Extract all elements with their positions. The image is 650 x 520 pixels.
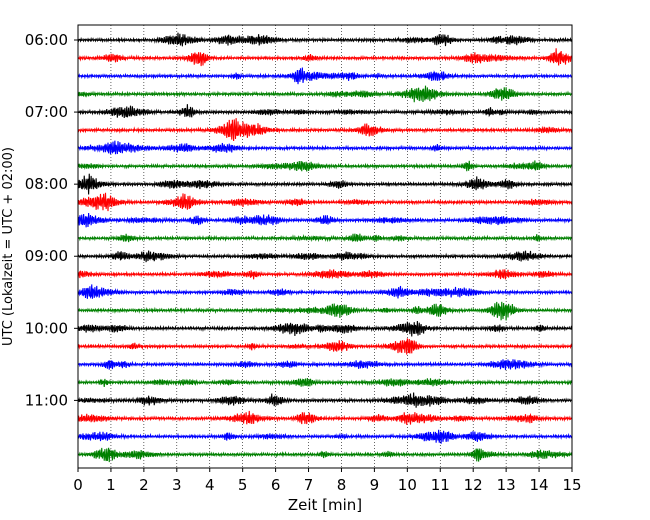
x-tick-label: 10	[398, 476, 417, 494]
trace-line	[77, 359, 573, 370]
trace-line	[77, 429, 573, 444]
x-tick-label: 14	[530, 476, 549, 494]
trace-line	[77, 410, 573, 425]
trace-line	[77, 32, 573, 47]
x-tick-label: 6	[271, 476, 281, 494]
x-tick-label: 11	[431, 476, 450, 494]
x-tick-label: 7	[304, 476, 314, 494]
trace-line	[77, 160, 573, 172]
trace-line	[77, 301, 572, 321]
trace-line	[77, 118, 573, 142]
trace-line	[77, 140, 573, 155]
trace-line	[77, 104, 573, 119]
x-tick-label: 13	[497, 476, 516, 494]
trace-line	[77, 67, 573, 85]
x-tick-label: 9	[370, 476, 380, 494]
trace-line	[77, 173, 573, 195]
trace-line	[77, 192, 573, 212]
y-axis-ticks: 06:00 07:00 08:00 09:00 10:00 11:00	[25, 31, 78, 409]
trace-line	[77, 48, 573, 67]
grid-lines	[110, 25, 540, 468]
x-tick-label: 1	[106, 476, 116, 494]
x-tick-label: 3	[172, 476, 182, 494]
y-tick-label: 11:00	[25, 391, 68, 409]
trace-line	[77, 250, 573, 263]
y-tick-label: 07:00	[25, 103, 68, 121]
x-tick-label: 0	[73, 476, 83, 494]
trace-line	[77, 392, 572, 408]
y-tick-label: 06:00	[25, 31, 68, 49]
trace-line	[77, 377, 573, 387]
y-axis-label: UTC (Lokalzeit = UTC + 02:00)	[1, 147, 16, 346]
x-tick-label: 2	[139, 476, 149, 494]
y-tick-label: 08:00	[25, 175, 68, 193]
x-tick-label: 15	[562, 476, 581, 494]
trace-line	[77, 284, 573, 299]
trace-line	[77, 338, 573, 355]
x-tick-label: 5	[238, 476, 248, 494]
plot-frame	[77, 24, 573, 469]
trace-line	[77, 269, 573, 280]
seismic-traces	[77, 32, 573, 463]
trace-line	[77, 320, 573, 337]
x-tick-label: 4	[205, 476, 215, 494]
trace-line	[77, 213, 573, 228]
y-tick-label: 09:00	[25, 247, 68, 265]
trace-line	[77, 447, 573, 463]
x-tick-label: 8	[337, 476, 347, 494]
x-axis-ticks: 0 1 2 3 4 5 6 7 8 9 10 11 12 13 14 15	[73, 468, 582, 494]
trace-line	[77, 85, 573, 103]
x-tick-label: 12	[464, 476, 483, 494]
x-axis-label: Zeit [min]	[288, 496, 362, 514]
y-tick-label: 10:00	[25, 319, 68, 337]
trace-line	[77, 233, 573, 243]
